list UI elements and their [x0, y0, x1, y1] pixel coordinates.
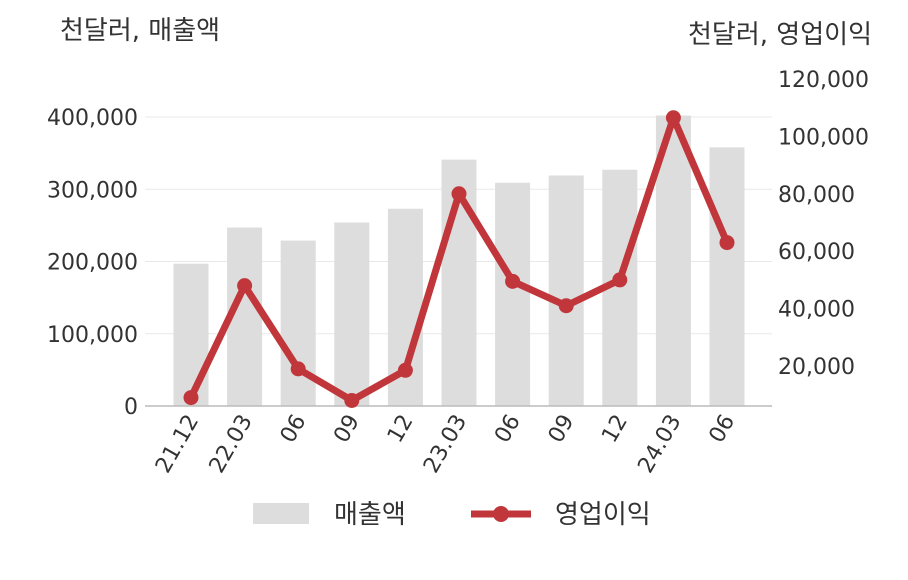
operating-profit-line	[183, 110, 735, 408]
x-tick-label: 22.03	[205, 411, 258, 478]
right-axis-unit: 천달러, 영업이익	[688, 20, 872, 50]
revenue-bar	[548, 175, 584, 406]
left-axis-unit: 천달러, 매출액	[60, 16, 221, 46]
right-tick-label: 20,000	[778, 355, 855, 380]
x-tick-label: 06	[490, 411, 526, 448]
left-tick-label: 300,000	[47, 178, 138, 203]
x-tick-label: 06	[705, 411, 741, 448]
x-tick-label: 24.03	[633, 411, 686, 478]
operating-profit-point	[344, 392, 360, 408]
x-axis-ticks: 21.12 22.03 06 09 12 23.03 06 09 12 24.03 06	[151, 411, 740, 478]
x-tick-label: 09	[544, 411, 580, 448]
x-tick-label: 21.12	[151, 411, 204, 478]
left-tick-label: 0	[124, 395, 138, 420]
operating-profit-point	[505, 273, 521, 289]
operating-profit-point	[558, 298, 574, 314]
legend: 매출액 영업이익	[253, 500, 651, 530]
right-tick-label: 120,000	[778, 68, 869, 93]
left-axis-ticks: 0 100,000 200,000 300,000 400,000	[47, 106, 138, 420]
operating-profit-point	[451, 186, 467, 202]
operating-profit-point	[665, 110, 681, 126]
legend-profit-swatch-point	[493, 506, 509, 522]
right-tick-label: 60,000	[778, 240, 855, 265]
operating-profit-point	[397, 362, 413, 378]
right-axis-ticks: 20,000 40,000 60,000 80,000 100,000 120,000	[778, 68, 869, 380]
right-tick-label: 80,000	[778, 183, 855, 208]
left-tick-label: 400,000	[47, 106, 138, 131]
left-tick-label: 200,000	[47, 251, 138, 276]
x-tick-label: 12	[597, 411, 633, 448]
legend-revenue-swatch	[253, 503, 309, 524]
x-tick-label: 12	[383, 411, 419, 448]
revenue-bar	[709, 147, 745, 406]
revenue-bar	[280, 240, 316, 406]
operating-profit-point	[290, 361, 306, 377]
revenue-bar	[334, 222, 370, 406]
x-tick-label: 23.03	[419, 411, 472, 478]
legend-revenue-label: 매출액	[334, 500, 406, 530]
legend-profit-label: 영업이익	[555, 500, 651, 530]
right-tick-label: 100,000	[778, 125, 869, 150]
operating-profit-point	[612, 272, 628, 288]
x-tick-label: 06	[276, 411, 312, 448]
x-tick-label: 09	[329, 411, 365, 448]
operating-profit-point	[237, 278, 253, 294]
operating-profit-point	[183, 390, 199, 406]
revenue-bar	[495, 182, 531, 406]
operating-profit-point	[719, 235, 735, 251]
left-tick-label: 100,000	[47, 323, 138, 348]
right-tick-label: 40,000	[778, 298, 855, 323]
revenue-bar	[173, 263, 209, 406]
